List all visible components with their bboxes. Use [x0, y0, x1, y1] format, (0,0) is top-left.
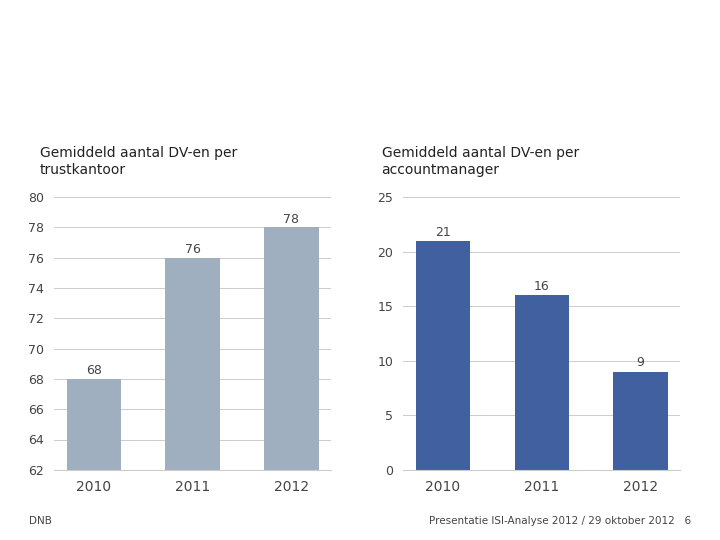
Text: Gemiddeld aantal DV-en per
accountmanager: Gemiddeld aantal DV-en per accountmanage…: [382, 146, 579, 177]
Text: DNB: DNB: [29, 516, 52, 526]
Text: Gemiddeld aantal DV-en per
trustkantoor: Gemiddeld aantal DV-en per trustkantoor: [40, 146, 237, 177]
Text: 21: 21: [435, 226, 451, 239]
Bar: [264, 227, 319, 540]
Bar: [515, 295, 569, 470]
Text: Presentatie ISI-Analyse 2012 / 29 oktober 2012   6: Presentatie ISI-Analyse 2012 / 29 oktobe…: [429, 516, 691, 526]
Text: 76: 76: [184, 243, 201, 256]
Text: 3. Resultaten Sectoranalyse (2): 3. Resultaten Sectoranalyse (2): [32, 40, 426, 64]
Bar: [67, 379, 121, 540]
Text: 78: 78: [284, 213, 300, 226]
Bar: [416, 241, 470, 470]
Bar: [166, 258, 220, 540]
Bar: [613, 372, 668, 470]
Text: 9: 9: [636, 356, 644, 369]
Text: 68: 68: [86, 364, 102, 377]
Text: 16: 16: [534, 280, 549, 293]
